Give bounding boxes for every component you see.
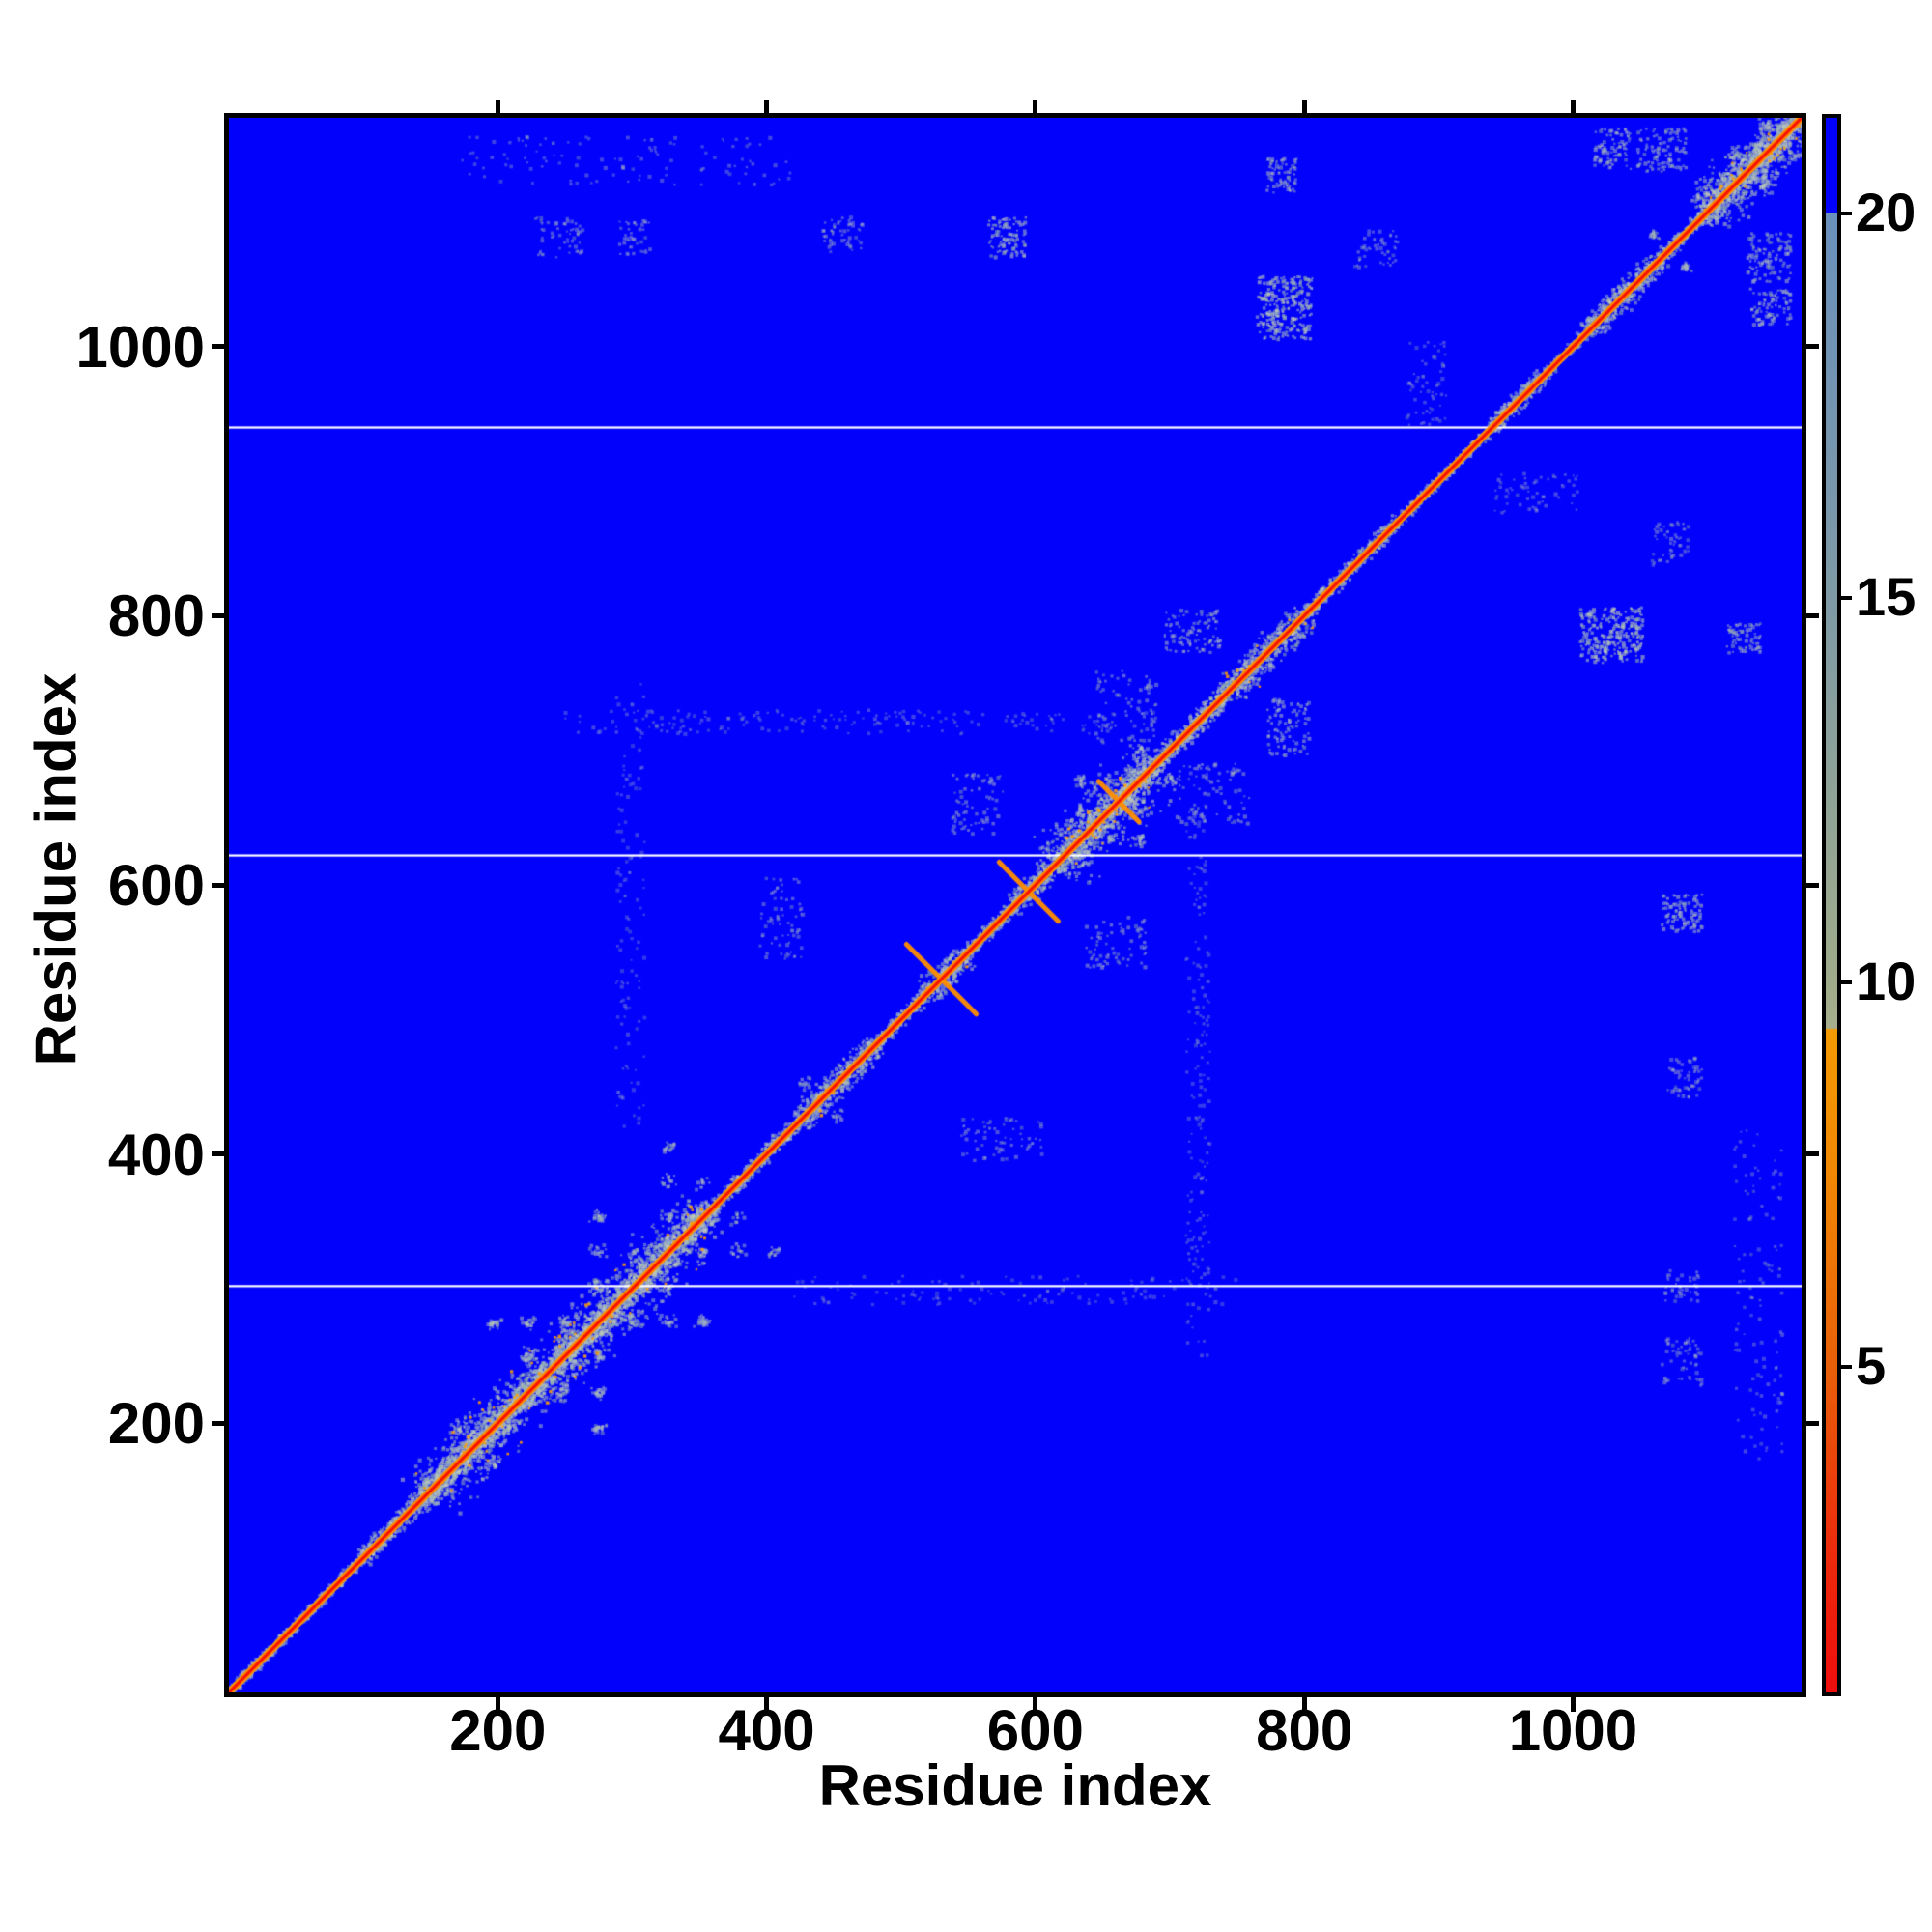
x-tick-label: 1000 xyxy=(1508,1698,1638,1763)
colorbar-tick-mark xyxy=(1841,980,1852,985)
y-tick-mark xyxy=(212,612,224,618)
y-tick-mark-right xyxy=(1806,344,1819,350)
x-tick-mark xyxy=(495,1697,500,1712)
colorbar-tick-mark xyxy=(1841,595,1852,600)
y-tick-label: 400 xyxy=(107,1122,205,1187)
x-tick-mark-top xyxy=(1570,100,1576,113)
y-tick-mark xyxy=(212,344,224,350)
colorbar xyxy=(1822,114,1841,1696)
y-tick-label: 800 xyxy=(107,583,205,649)
colorbar-tick-label: 5 xyxy=(1856,1335,1887,1397)
colorbar-tick-mark xyxy=(1841,211,1852,215)
x-axis-title: Residue index xyxy=(818,1753,1212,1818)
x-tick-mark-top xyxy=(764,100,770,113)
x-tick-label: 800 xyxy=(1256,1698,1353,1763)
y-tick-mark-right xyxy=(1806,612,1819,618)
y-tick-mark-right xyxy=(1806,1420,1819,1426)
x-tick-label: 600 xyxy=(986,1698,1084,1763)
x-tick-mark xyxy=(1570,1697,1576,1712)
x-tick-mark-top xyxy=(1033,100,1038,113)
colorbar-tick-label: 10 xyxy=(1856,951,1917,1012)
y-tick-mark-right xyxy=(1806,1151,1819,1157)
y-tick-mark xyxy=(212,1151,224,1157)
x-tick-mark-top xyxy=(1301,100,1307,113)
y-tick-label: 600 xyxy=(107,853,205,919)
colorbar-tick-mark xyxy=(1841,1365,1852,1370)
colorbar-tick-label: 15 xyxy=(1856,565,1917,627)
heatmap-canvas xyxy=(229,118,1802,1692)
x-tick-label: 200 xyxy=(449,1698,547,1763)
y-tick-mark-right xyxy=(1806,882,1819,888)
x-tick-mark xyxy=(764,1697,770,1712)
y-tick-label: 200 xyxy=(107,1391,205,1457)
y-tick-mark xyxy=(212,882,224,888)
y-tick-label: 1000 xyxy=(75,314,205,380)
colorbar-tick-label: 20 xyxy=(1856,181,1917,242)
colorbar-gradient xyxy=(1826,118,1837,1692)
x-tick-mark xyxy=(1301,1697,1307,1712)
heatmap-plot-area xyxy=(224,113,1806,1697)
x-tick-label: 400 xyxy=(718,1698,815,1763)
x-tick-mark xyxy=(1033,1697,1038,1712)
y-tick-mark xyxy=(212,1420,224,1426)
x-tick-mark-top xyxy=(495,100,500,113)
